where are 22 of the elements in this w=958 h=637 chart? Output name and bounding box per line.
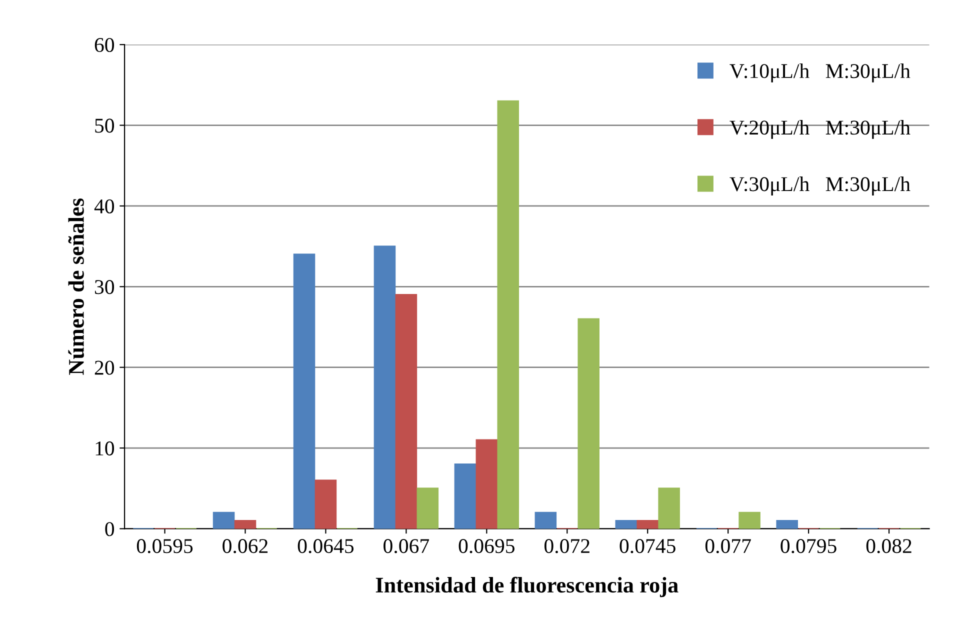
legend-label: V:30μL/h M:30μL/h (730, 176, 910, 196)
legend-label: V:20μL/h M:30μL/h (730, 120, 910, 139)
y-tick-label: 10 (96, 441, 114, 456)
y-tick-label: 50 (95, 118, 114, 133)
x-tick-label: 0.0795 (780, 539, 836, 554)
y-tick-label: 0 (105, 522, 114, 536)
x-tick-label: 0.0595 (136, 539, 193, 554)
y-axis-title: Número de señales (68, 198, 84, 375)
legend-label: V:10μL/h M:30μL/h (730, 63, 910, 82)
x-tick-label: 0.077 (705, 539, 751, 554)
x-tick-label: 0.062 (222, 539, 268, 554)
x-tick-label: 0.082 (866, 539, 912, 554)
x-tick-label: 0.0645 (298, 539, 354, 554)
y-tick-label: 40 (94, 199, 114, 214)
y-tick-label: 60 (94, 38, 114, 52)
x-tick-label: 0.072 (544, 539, 590, 554)
x-tick-label: 0.0745 (620, 539, 676, 554)
x-axis-title: Intensidad de fluorescencia roja (376, 576, 678, 598)
x-tick-label: 0.067 (384, 539, 430, 554)
y-tick-label: 30 (94, 280, 114, 294)
y-tick-label: 20 (94, 360, 114, 375)
x-tick-label: 0.0695 (458, 539, 514, 554)
